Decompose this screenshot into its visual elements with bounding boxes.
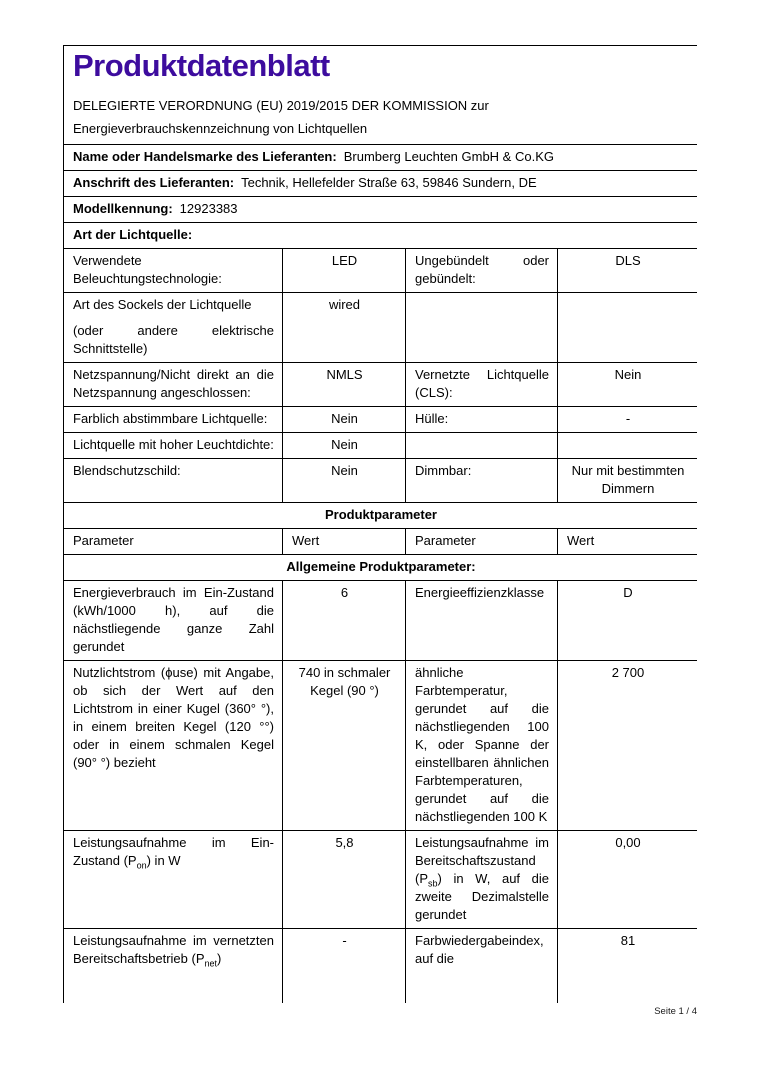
table-row: Blendschutzschild: Nein Dimmbar: Nur mit… [63, 458, 697, 503]
value-cell: 0,00 [557, 830, 697, 929]
supplier-name-label: Name oder Handelsmarke des Lieferanten: [73, 149, 337, 164]
value-cell: 81 [557, 928, 697, 1003]
title-cell: Produktdatenblatt DELEGIERTE VERORDNUNG … [63, 45, 697, 145]
value-cell: 6 [282, 580, 406, 661]
value-cell: Nur mit bestimmten Dimmern [557, 458, 697, 503]
param-cell: Energieeffizienzklasse [405, 580, 558, 661]
value-cell: wired [282, 292, 406, 363]
model-id-cell: Modellkennung: 12923383 [63, 196, 697, 223]
datasheet-table-region: Produktdatenblatt DELEGIERTE VERORDNUNG … [63, 45, 697, 1003]
light-source-type-cell: Art der Lichtquelle: [63, 222, 697, 249]
param-cell: Netzspannung/Nicht direkt an die Netzspa… [63, 362, 283, 407]
regulation-text-line1: DELEGIERTE VERORDNUNG (EU) 2019/2015 DER… [73, 98, 489, 113]
column-header: Parameter [405, 528, 558, 555]
section-header: Produktparameter [63, 502, 697, 529]
value-cell: Nein [282, 458, 406, 503]
supplier-name-cell: Name oder Handelsmarke des Lieferanten: B… [63, 144, 697, 171]
param-cell: Energieverbrauch im Ein-Zustand (kWh/100… [63, 580, 283, 661]
param-cell: Lichtquelle mit hoher Leuchtdichte: [63, 432, 283, 459]
table-row: Verwendete Beleuchtungstechnologie: LED … [63, 248, 697, 293]
value-cell: Nein [282, 432, 406, 459]
value-cell [557, 432, 697, 459]
value-cell: D [557, 580, 697, 661]
table-row: Art des Sockels der Lichtquelle (oder an… [63, 292, 697, 363]
param-cell: ähnliche Farbtemperatur, gerundet auf di… [405, 660, 558, 831]
table-row: Leistungsaufnahme im Ein-Zustand (Pon) i… [63, 830, 697, 929]
param-cell: Hülle: [405, 406, 558, 433]
table-row: Lichtquelle mit hoher Leuchtdichte: Nein [63, 432, 697, 459]
param-cell: Leistungsaufnahme im Bereitschaftszustan… [405, 830, 558, 929]
param-cell: Blendschutzschild: [63, 458, 283, 503]
regulation-text-line2: Energieverbrauchskennzeichnung von Licht… [73, 121, 368, 136]
table-row: Netzspannung/Nicht direkt an die Netzspa… [63, 362, 697, 407]
value-cell [557, 292, 697, 363]
param-text-continued: (oder andere elektrische Schnittstelle) [73, 323, 274, 356]
param-cell: Nutzlichtstrom (ϕuse) mit Angabe, ob sic… [63, 660, 283, 831]
value-cell: - [282, 928, 406, 1003]
subsection-header-row: Allgemeine Produktparameter: [63, 554, 697, 581]
param-cell: Dimmbar: [405, 458, 558, 503]
title-row: Produktdatenblatt DELEGIERTE VERORDNUNG … [63, 45, 697, 145]
param-cell [405, 292, 558, 363]
param-cell: Farbwiedergabeindex, auf die [405, 928, 558, 1003]
datasheet-table: Produktdatenblatt DELEGIERTE VERORDNUNG … [63, 45, 697, 1003]
page-title: Produktdatenblatt [73, 48, 330, 83]
light-source-type-row: Art der Lichtquelle: [63, 222, 697, 249]
model-id-row: Modellkennung: 12923383 [63, 196, 697, 223]
value-cell: Nein [282, 406, 406, 433]
supplier-address-cell: Anschrift des Lieferanten: Technik, Helle… [63, 170, 697, 197]
page-number: Seite 1 / 4 [654, 1006, 697, 1017]
value-cell: 2 700 [557, 660, 697, 831]
model-id-value: 12923383 [179, 201, 238, 216]
table-row: Energieverbrauch im Ein-Zustand (kWh/100… [63, 580, 697, 661]
value-cell: 5,8 [282, 830, 406, 929]
value-cell: DLS [557, 248, 697, 293]
param-cell: Ungebündelt oder gebündelt: [405, 248, 558, 293]
value-cell: LED [282, 248, 406, 293]
column-header: Wert [557, 528, 697, 555]
light-source-type-label: Art der Lichtquelle: [73, 227, 193, 242]
table-row: Nutzlichtstrom (ϕuse) mit Angabe, ob sic… [63, 660, 697, 831]
param-cell: Leistungsaufnahme im Ein-Zustand (Pon) i… [63, 830, 283, 929]
param-cell: Vernetzte Lichtquelle (CLS): [405, 362, 558, 407]
column-header-row: Parameter Wert Parameter Wert [63, 528, 697, 555]
model-id-label: Modellkennung: [73, 201, 173, 216]
supplier-name-value: Brumberg Leuchten GmbH & Co.KG [343, 149, 554, 164]
value-cell: - [557, 406, 697, 433]
param-text: Art des Sockels der Lichtquelle [73, 297, 252, 312]
column-header: Wert [282, 528, 406, 555]
value-cell: Nein [557, 362, 697, 407]
table-row-clipped: Leistungsaufnahme im vernetzten Bereitsc… [63, 928, 697, 1003]
value-cell: 740 in schmaler Kegel (90 °) [282, 660, 406, 831]
param-cell [405, 432, 558, 459]
supplier-address-value: Technik, Hellefelder Straße 63, 59846 Su… [241, 175, 537, 190]
supplier-address-row: Anschrift des Lieferanten: Technik, Helle… [63, 170, 697, 197]
param-cell: Verwendete Beleuchtungstechnologie: [63, 248, 283, 293]
table-row: Farblich abstimmbare Lichtquelle: Nein H… [63, 406, 697, 433]
value-cell: NMLS [282, 362, 406, 407]
param-cell: Leistungsaufnahme im vernetzten Bereitsc… [63, 928, 283, 1003]
supplier-address-label: Anschrift des Lieferanten: [73, 175, 235, 190]
column-header: Parameter [63, 528, 283, 555]
param-cell: Art des Sockels der Lichtquelle (oder an… [63, 292, 283, 363]
supplier-name-row: Name oder Handelsmarke des Lieferanten: B… [63, 144, 697, 171]
subsection-header: Allgemeine Produktparameter: [63, 554, 697, 581]
param-cell: Farblich abstimmbare Lichtquelle: [63, 406, 283, 433]
section-header-row: Produktparameter [63, 502, 697, 529]
